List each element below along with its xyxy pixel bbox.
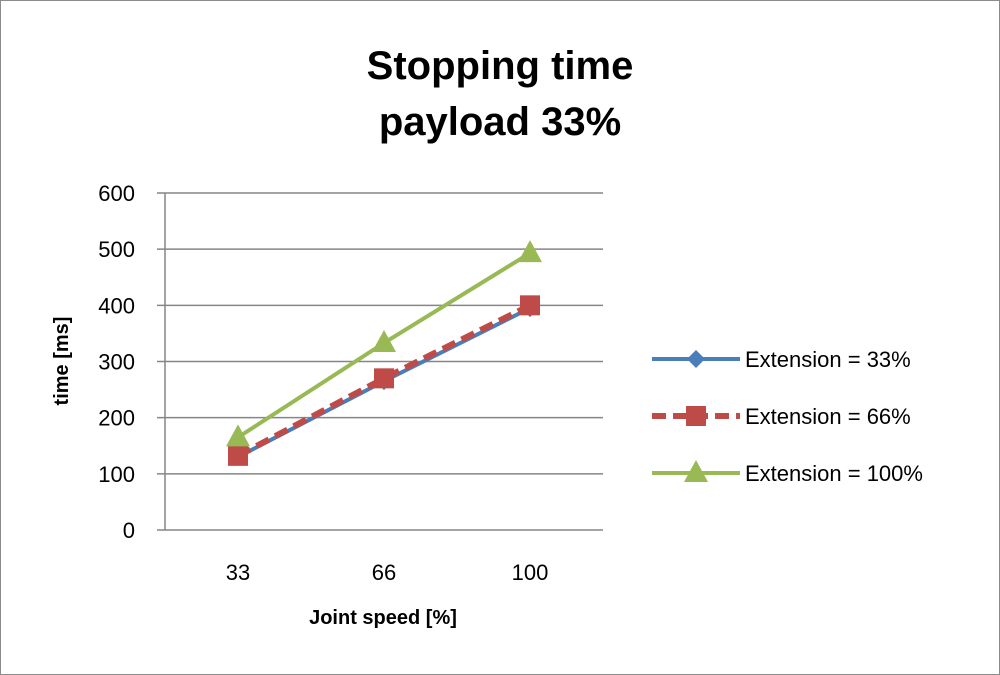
chart-title-line-1: Stopping time xyxy=(366,44,634,88)
legend-item: Extension = 100% xyxy=(652,460,923,486)
y-tick-label: 200 xyxy=(98,406,135,431)
data-point-square xyxy=(374,368,394,389)
x-tick-label: 33 xyxy=(226,560,250,585)
data-point-square xyxy=(686,406,706,426)
data-point-triangle xyxy=(372,329,396,352)
series-line xyxy=(236,302,532,459)
legend-label: Extension = 66% xyxy=(745,404,911,429)
data-point-triangle xyxy=(518,240,542,263)
x-axis-label: Joint speed [%] xyxy=(309,607,457,629)
data-point-square xyxy=(228,445,248,466)
x-tick-label: 66 xyxy=(372,560,396,585)
x-tick-label: 100 xyxy=(512,560,549,585)
y-tick-label: 0 xyxy=(123,518,135,543)
y-axis-label: time [ms] xyxy=(51,317,73,406)
legend-label: Extension = 33% xyxy=(745,347,911,372)
chart-title-line-2: payload 33% xyxy=(378,100,622,144)
chart-title: Stopping time payload 33% xyxy=(0,38,1000,150)
y-tick-label: 300 xyxy=(98,350,135,375)
data-point-diamond xyxy=(687,350,705,368)
series-2 xyxy=(228,295,540,466)
legend-item: Extension = 66% xyxy=(652,404,911,429)
legend-label: Extension = 100% xyxy=(745,461,923,486)
series-3 xyxy=(226,240,542,447)
y-tick-label: 500 xyxy=(98,237,135,262)
legend-item: Extension = 33% xyxy=(652,347,911,372)
data-point-triangle xyxy=(684,460,708,482)
data-point-square xyxy=(520,295,540,316)
y-tick-label: 100 xyxy=(98,462,135,487)
y-tick-label: 600 xyxy=(98,181,135,206)
y-tick-label: 400 xyxy=(98,293,135,318)
data-point-triangle xyxy=(226,424,250,447)
